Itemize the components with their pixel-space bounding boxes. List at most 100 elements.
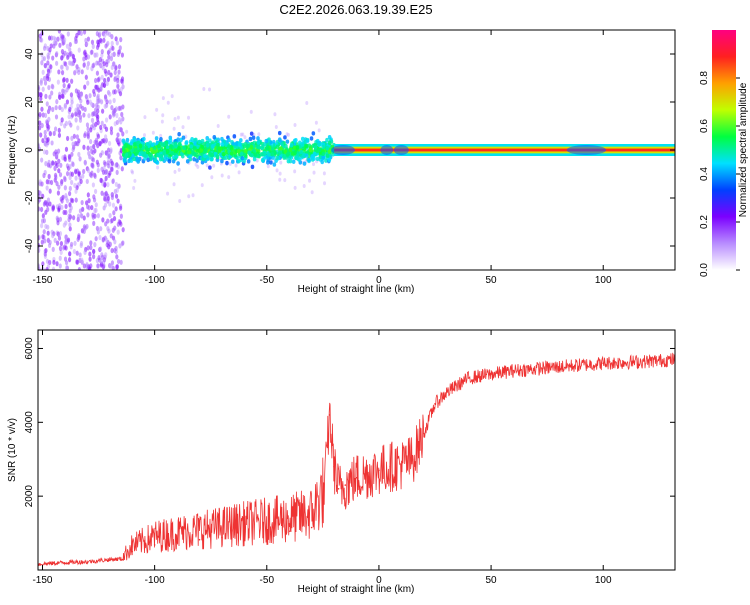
- spectrogram-cell: [111, 45, 115, 51]
- spectrogram-cell: [220, 142, 225, 147]
- spectrogram-cell: [76, 236, 80, 242]
- spectrogram-cell: [196, 164, 200, 169]
- spectrogram-cell: [205, 136, 210, 141]
- spectrogram-cell: [66, 237, 71, 243]
- spectrogram-cell: [94, 107, 98, 113]
- snr-xtick-label: 50: [486, 575, 498, 586]
- snr-point: [328, 414, 331, 416]
- spectrogram-xlabel: Height of straight line (km): [298, 284, 415, 295]
- spectrogram-cell: [325, 137, 329, 143]
- spectrogram-cell: [47, 179, 51, 185]
- spectrogram-cell: [41, 213, 45, 219]
- spectrogram-cell: [61, 77, 66, 84]
- spectrogram-cell: [202, 86, 206, 91]
- spectrogram-cell: [273, 112, 277, 117]
- spectrogram-cell: [57, 158, 61, 164]
- snr-point: [422, 432, 425, 435]
- spectrogram-cell: [192, 157, 196, 162]
- spectrogram-cell: [42, 55, 47, 62]
- spectrogram-cell: [54, 160, 58, 166]
- spectrogram-cell: [109, 147, 113, 153]
- spectrogram-cell: [289, 143, 294, 148]
- spectrogram-cell: [113, 188, 117, 195]
- spectrogram-cell: [52, 43, 56, 49]
- spectrogram-cell: [292, 145, 297, 150]
- spectrogram-cell: [106, 195, 111, 202]
- spectrogram-cell: [314, 120, 318, 125]
- spectrogram-cell: [85, 223, 89, 230]
- spectrogram-cell: [58, 216, 63, 222]
- spectrogram-cell: [108, 114, 112, 120]
- spectrogram-cell: [94, 202, 98, 208]
- spectrogram-ytick-label: 20: [24, 96, 35, 108]
- spectrogram-cell: [153, 157, 158, 162]
- spectrogram-cell: [200, 145, 204, 150]
- snr-ytick-label: 4000: [24, 411, 35, 434]
- spectrogram-cell: [161, 96, 165, 101]
- spectrogram-cell: [48, 201, 52, 207]
- spectrogram-cell: [298, 140, 302, 145]
- spectrogram-cell: [139, 150, 144, 155]
- spectrogram-cell: [68, 175, 72, 181]
- spectrogram-cell: [67, 114, 71, 120]
- spectrogram-cell: [73, 240, 77, 246]
- spectrogram-cell: [96, 213, 100, 219]
- spectrogram-cell: [65, 77, 69, 83]
- spectrogram-cell: [69, 92, 74, 98]
- spectrogram-cell: [78, 117, 83, 123]
- spectrogram-cell: [174, 141, 178, 146]
- spectrogram-cell: [103, 77, 107, 84]
- spectrogram-cell: [113, 89, 117, 95]
- spectrogram-cell: [69, 50, 73, 57]
- snr-point: [434, 403, 436, 405]
- spectrogram-cell: [115, 263, 120, 270]
- spectrogram-cell: [192, 151, 197, 157]
- spectrogram-cell: [283, 135, 287, 140]
- spectrogram-cell: [288, 147, 293, 153]
- spectrogram-cell: [62, 83, 66, 89]
- spectrogram-cell: [71, 161, 75, 168]
- spectrogram-cell: [249, 109, 253, 114]
- spectrogram-cell: [40, 77, 44, 84]
- spectrogram-cell: [305, 138, 310, 144]
- spectrogram-cell: [40, 157, 44, 163]
- spectrogram-cell: [250, 153, 254, 158]
- spectrogram-cell: [94, 236, 98, 242]
- spectrogram-cell: [67, 83, 71, 89]
- spectrogram-cell: [65, 171, 70, 177]
- spectrogram-cell: [85, 178, 89, 185]
- spectrogram-cell: [85, 122, 90, 128]
- spectrogram-cell: [327, 140, 332, 146]
- spectrogram-cell: [53, 126, 58, 132]
- spectrogram-cell: [162, 150, 167, 155]
- spectrogram-cell: [86, 212, 90, 218]
- spectrogram-cell: [305, 149, 310, 155]
- spectrogram-cell: [63, 185, 67, 191]
- spectrogram-cell: [312, 162, 316, 167]
- spectrogram-cell: [74, 117, 78, 123]
- spectrogram-cell: [74, 88, 79, 94]
- spectrogram-cell: [80, 199, 84, 206]
- spectrogram-cell: [51, 205, 55, 211]
- spectrogram-cell: [178, 199, 182, 204]
- spectrogram-cell: [44, 161, 48, 167]
- spectrogram-cell: [79, 92, 83, 98]
- spectrogram-cell: [62, 88, 66, 94]
- spectrogram-cell: [54, 174, 58, 181]
- spectrogram-cell: [77, 69, 81, 76]
- spectrogram-cell: [269, 160, 273, 165]
- spectrogram-cell: [294, 155, 299, 161]
- snr-plot: -150 -100 -50 0 50 100 2000 4000 6000 Height of …: [7, 329, 676, 595]
- spectrogram-cell: [75, 250, 79, 256]
- spectrogram-cell: [325, 146, 330, 151]
- spectrogram-cell: [170, 94, 174, 99]
- spectrogram-cell: [262, 152, 266, 157]
- spectrogram-cell: [277, 130, 282, 136]
- snr-point: [366, 473, 369, 475]
- snr-point: [445, 391, 448, 394]
- spectrogram-cell: [114, 106, 118, 112]
- colorbar: 0.0 0.2 0.4 0.6 0.8 Normalized spectral ampl…: [699, 30, 749, 277]
- spectrogram-cell: [170, 150, 174, 156]
- spectrogram-cell: [86, 192, 90, 198]
- spectrogram-cell: [52, 130, 56, 137]
